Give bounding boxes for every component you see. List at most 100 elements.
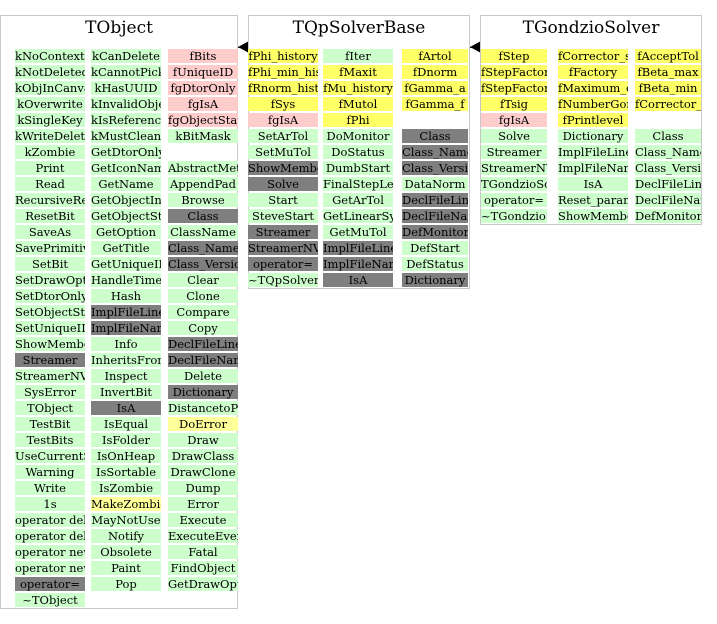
member-cell: Read <box>15 177 85 191</box>
member-cell: SetArTol <box>248 129 318 143</box>
member-cell: Class_Version <box>635 161 701 175</box>
member-cell: IsA <box>323 273 393 287</box>
member-column: fArtol fDnorm fGamma_a fGamma_f Class Class_N… <box>402 49 468 289</box>
member-cell: Paint <box>91 561 161 575</box>
member-cell: operator new[] <box>15 561 85 575</box>
member-cell: fGamma_f <box>402 97 468 111</box>
member-cell: DefStatus <box>402 257 468 271</box>
member-cell: SetDrawOption <box>15 273 85 287</box>
member-cell: DeclFileLine <box>168 337 238 351</box>
member-column: fIter fMaxit fMu_history fMutol fPhi DoMonito… <box>323 49 393 289</box>
member-cell: Print <box>15 161 85 175</box>
member-cell: fgObjectStat <box>168 113 238 127</box>
member-cell: fTsig <box>481 97 547 111</box>
member-cell: Warning <box>15 465 85 479</box>
member-cell: DrawClass <box>168 449 238 463</box>
member-cell: SetMuTol <box>248 145 318 159</box>
member-cell: fStepFactor1 <box>481 81 547 95</box>
member-cell: AbstractMethod <box>168 161 238 175</box>
member-cell: GetName <box>91 177 161 191</box>
member-cell: IsZombie <box>91 481 161 495</box>
member-spacer <box>635 113 701 127</box>
member-cell: Dictionary <box>402 273 468 287</box>
member-cell: DumbStart <box>323 161 393 175</box>
member-cell: Start <box>248 193 318 207</box>
member-column: kCanDelete kCannotPick kHasUUID kInvalidObj… <box>91 49 161 593</box>
member-cell: GetArTol <box>323 193 393 207</box>
member-cell: fgDtorOnly <box>168 81 238 95</box>
member-cell: kCannotPick <box>91 65 161 79</box>
member-cell: GetTitle <box>91 241 161 255</box>
member-cell: Streamer <box>15 353 85 367</box>
member-cell: DefMonitor <box>635 209 701 223</box>
member-cell: fGamma_a <box>402 81 468 95</box>
member-cell: GetObjectStat <box>91 209 161 223</box>
member-cell: SteveStart <box>248 209 318 223</box>
member-cell: kWriteDelete <box>15 129 85 143</box>
member-cell: DeclFileLine <box>635 177 701 191</box>
member-cell: kNotDeleted <box>15 65 85 79</box>
member-cell: DoStatus <box>323 145 393 159</box>
member-cell: DeclFileName <box>168 353 238 367</box>
member-cell: Clear <box>168 273 238 287</box>
member-cell: ImplFileLine <box>558 145 628 159</box>
member-cell: fCorrector_step <box>558 49 628 63</box>
member-cell: operator delete <box>15 513 85 527</box>
member-cell: operator delete[] <box>15 529 85 543</box>
class-frame <box>480 15 702 225</box>
member-cell: InvertBit <box>91 385 161 399</box>
member-column: fBits fUniqueID fgDtorOnly fgIsA fgObjectSta… <box>168 49 238 593</box>
member-cell: Solve <box>248 177 318 191</box>
member-cell: ImplFileName <box>558 161 628 175</box>
member-cell: Clone <box>168 289 238 303</box>
member-cell: kObjInCanvas <box>15 81 85 95</box>
member-cell: fSys <box>248 97 318 111</box>
member-cell: fBeta_min <box>635 81 701 95</box>
member-cell: fIter <box>323 49 393 63</box>
member-cell: ClassName <box>168 225 238 239</box>
member-cell: Reset_parameters <box>558 193 628 207</box>
member-cell: Dictionary <box>168 385 238 399</box>
member-cell: Streamer <box>481 145 547 159</box>
member-cell: fMutol <box>323 97 393 111</box>
member-cell: Notify <box>91 529 161 543</box>
member-cell: fgIsA <box>481 113 547 127</box>
member-spacer <box>168 145 238 159</box>
member-cell: GetDrawOption <box>168 577 238 591</box>
member-column: fCorrector_step fFactory fMaximum_correcto… <box>558 49 628 225</box>
member-cell: SetUniqueID <box>15 321 85 335</box>
member-cell: DefMonitor <box>402 225 468 239</box>
member-cell: operator= <box>15 577 85 591</box>
member-cell: RecursiveRemove <box>15 193 85 207</box>
member-cell: kHasUUID <box>91 81 161 95</box>
member-cell: ImplFileName <box>91 321 161 335</box>
member-cell: fMaximum_correctors <box>558 81 628 95</box>
member-cell: IsOnHeap <box>91 449 161 463</box>
member-cell: TGondzioSolver <box>481 177 547 191</box>
member-cell: IsEqual <box>91 417 161 431</box>
member-cell: fFactory <box>558 65 628 79</box>
member-cell: 1s <box>15 497 85 511</box>
member-cell: Execute <box>168 513 238 527</box>
member-cell: fStepFactor0 <box>481 65 547 79</box>
member-cell: kSingleKey <box>15 113 85 127</box>
member-cell: fNumberGondzioCorrections <box>558 97 628 111</box>
member-column: fAcceptTol fBeta_max fBeta_min fCorrector_r… <box>635 49 701 225</box>
member-cell: Info <box>91 337 161 351</box>
class-title: TQpSolverBase <box>292 18 426 38</box>
member-cell: DoError <box>168 417 238 431</box>
member-cell: Class_Version <box>168 257 238 271</box>
member-cell: GetMuTol <box>323 225 393 239</box>
member-cell: GetIconName <box>91 161 161 175</box>
member-cell: kZombie <box>15 145 85 159</box>
member-cell: DrawClone <box>168 465 238 479</box>
member-cell: SysError <box>15 385 85 399</box>
member-cell: StreamerNVirtual <box>15 369 85 383</box>
inheritance-arrow-icon <box>470 41 481 53</box>
member-cell: fUniqueID <box>168 65 238 79</box>
member-cell: fPhi_min_history <box>248 65 318 79</box>
member-cell: Class_Version <box>402 161 468 175</box>
member-cell: fgIsA <box>248 113 318 127</box>
member-cell: Delete <box>168 369 238 383</box>
member-cell: fMu_history <box>323 81 393 95</box>
